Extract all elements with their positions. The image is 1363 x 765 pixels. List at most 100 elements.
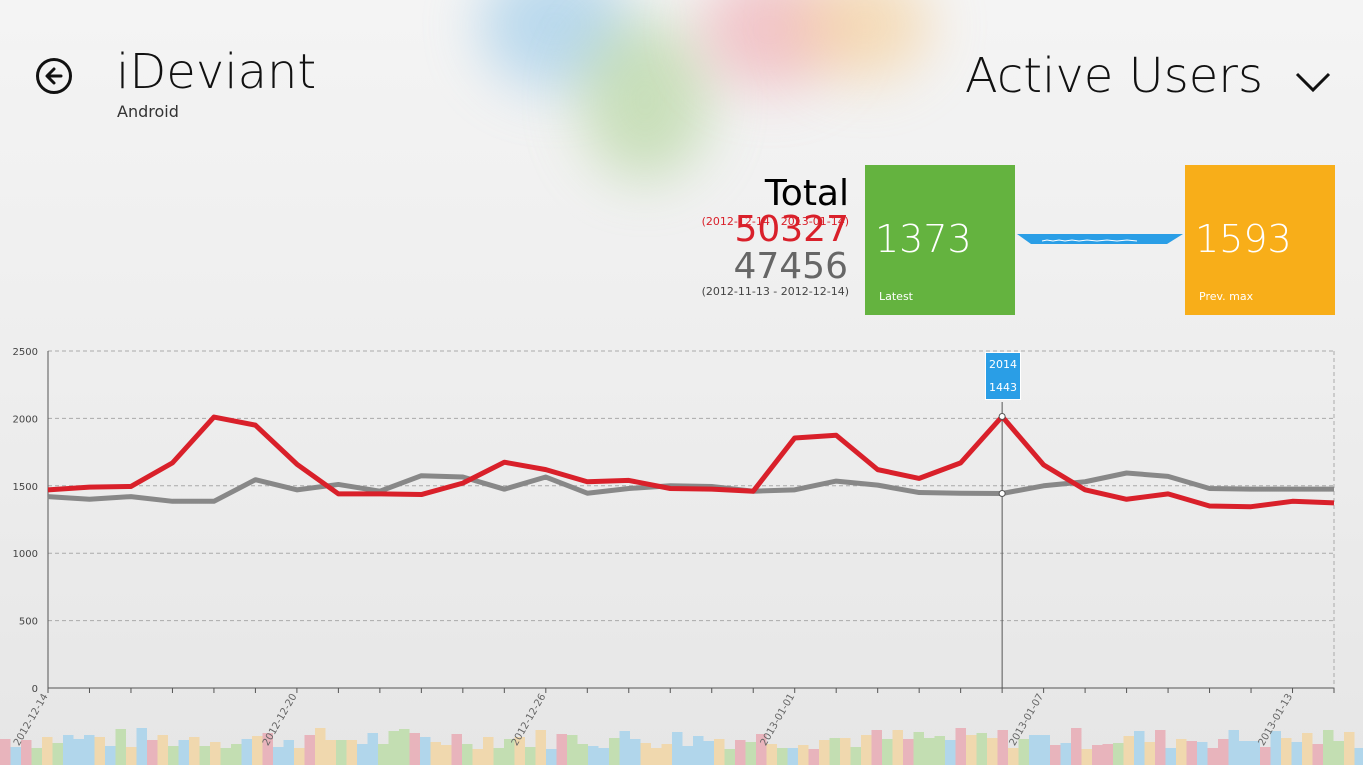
- stripe: [535, 730, 546, 765]
- stripe: [808, 749, 819, 765]
- stripe: [1270, 731, 1281, 765]
- stripe: [577, 744, 588, 765]
- total-summary: Total 50327: [640, 176, 849, 248]
- stripe: [283, 740, 294, 765]
- stripe: [294, 748, 305, 765]
- stripe: [399, 729, 410, 765]
- stripe: [598, 748, 609, 765]
- background-blob-green: [580, 20, 710, 180]
- stripe: [987, 738, 998, 765]
- stripe: [178, 740, 189, 765]
- stripe: [756, 734, 767, 765]
- x-tick-label: 2013-01-01: [759, 692, 798, 748]
- latest-value: 1373: [875, 217, 972, 261]
- decorative-stripes: [0, 728, 1363, 765]
- stripe: [115, 729, 126, 765]
- stripe: [462, 744, 473, 765]
- stripe: [651, 748, 662, 765]
- stripe: [1113, 743, 1124, 765]
- stripe: [1102, 744, 1113, 765]
- platform-subtitle: Android: [117, 102, 179, 121]
- tooltip-previous-value: 1443: [989, 381, 1017, 394]
- back-button[interactable]: [36, 58, 72, 94]
- metric-selector-label[interactable]: Active Users: [964, 48, 1263, 104]
- stripe: [525, 747, 536, 765]
- stripe: [1176, 739, 1187, 765]
- stripe: [1050, 745, 1061, 765]
- stripe: [630, 739, 641, 765]
- y-tick-label: 1000: [13, 549, 38, 560]
- stripe: [714, 739, 725, 765]
- stripe: [934, 736, 945, 765]
- stripe: [504, 739, 515, 765]
- stripe: [31, 748, 42, 765]
- tooltip: 2014 1443: [985, 352, 1021, 400]
- stripe: [703, 741, 714, 765]
- stripe: [252, 736, 263, 765]
- stripe: [997, 730, 1008, 765]
- stripe: [798, 745, 809, 765]
- latest-tile[interactable]: 1373 Latest: [865, 165, 1015, 315]
- stripe: [1144, 742, 1155, 765]
- y-tick-label: 0: [32, 684, 38, 695]
- stripe: [220, 748, 231, 765]
- stripe: [493, 748, 504, 765]
- stripe: [619, 731, 630, 765]
- chevron-down-icon[interactable]: [1295, 68, 1331, 96]
- stripe: [693, 736, 704, 765]
- stripe: [1249, 741, 1260, 765]
- stripe: [672, 732, 683, 765]
- stripe: [189, 737, 200, 765]
- stripe: [787, 748, 798, 765]
- stripe: [210, 742, 221, 765]
- stripe: [1123, 736, 1134, 765]
- stripe: [262, 733, 273, 765]
- stripe: [514, 737, 525, 765]
- previous-total-value: 47456: [733, 246, 848, 287]
- stripe: [105, 746, 116, 765]
- prev-max-tile[interactable]: 1593 Prev. max: [1185, 165, 1335, 315]
- arrow-left-icon: [45, 67, 63, 85]
- chart-series: [47, 413, 1335, 510]
- stripe: [430, 742, 441, 765]
- stripe: [441, 745, 452, 765]
- stripe: [976, 733, 987, 765]
- stripe: [724, 749, 735, 765]
- x-tick-label: 2012-12-20: [261, 692, 300, 748]
- cursor-point: [998, 413, 1006, 421]
- stripe: [1029, 735, 1040, 765]
- stripe: [1239, 741, 1250, 765]
- stripe: [735, 740, 746, 765]
- latest-label: Latest: [879, 290, 913, 303]
- stripe: [640, 743, 651, 765]
- stripe: [1344, 732, 1355, 765]
- stripe: [903, 739, 914, 765]
- stripe: [1354, 748, 1363, 765]
- stripe: [1186, 741, 1197, 765]
- stripe: [388, 731, 399, 765]
- stripe: [472, 749, 483, 765]
- stripe: [346, 740, 357, 765]
- y-tick-label: 1500: [13, 482, 38, 493]
- stripe: [556, 734, 567, 765]
- total-value: 50327: [734, 209, 849, 250]
- stripe: [861, 735, 872, 765]
- stripe: [315, 728, 326, 765]
- stripe: [955, 728, 966, 765]
- stripe: [0, 739, 11, 765]
- stripe: [63, 735, 74, 765]
- stripe: [1039, 735, 1050, 765]
- stripe: [1260, 747, 1271, 765]
- stripe: [336, 740, 347, 765]
- stripe: [409, 733, 420, 765]
- stripe: [840, 738, 851, 765]
- stripe: [126, 747, 137, 765]
- stripe: [661, 744, 672, 765]
- stripe: [21, 740, 32, 765]
- stripe: [420, 737, 431, 765]
- stripe: [567, 735, 578, 765]
- stripe: [609, 738, 620, 765]
- stripe: [546, 749, 557, 765]
- stripe: [1281, 738, 1292, 765]
